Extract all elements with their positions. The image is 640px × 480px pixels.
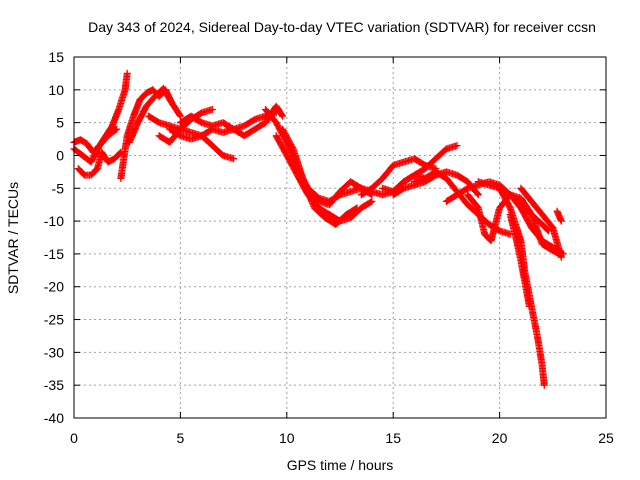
series-track-2	[74, 148, 125, 179]
series-track-8	[166, 125, 238, 163]
x-tick-label: 25	[598, 430, 614, 446]
y-tick-label: -15	[44, 246, 64, 262]
data-points	[117, 86, 176, 182]
series-track-23	[517, 184, 565, 261]
y-tick-label: 10	[48, 82, 64, 98]
plot-frame	[73, 56, 607, 419]
y-tick-label: -40	[44, 410, 64, 426]
series-track-24	[553, 207, 565, 225]
series-track-5	[125, 85, 184, 146]
chart-title: Day 343 of 2024, Sidereal Day-to-day VTE…	[88, 19, 596, 35]
y-tick-label: 0	[56, 147, 64, 163]
data-points	[506, 211, 533, 310]
y-tick-label: -5	[52, 180, 65, 196]
series-track-4	[117, 86, 176, 182]
y-tick-label: -20	[44, 279, 64, 295]
data-points	[166, 125, 238, 163]
series-track-15	[379, 142, 461, 196]
data-points	[74, 148, 125, 179]
x-tick-label: 15	[385, 430, 401, 446]
y-axis-label: SDTVAR / TECUs	[5, 182, 21, 294]
grid	[74, 57, 606, 418]
x-axis-label: GPS time / hours	[287, 457, 394, 473]
data-points	[553, 207, 565, 225]
y-axis: 15 10 5 0 -5 -10 -15 -20 -25 -30 -35 -40	[44, 49, 606, 426]
y-tick-label: -30	[44, 344, 64, 360]
y-tick-label: -25	[44, 312, 64, 328]
series-track-12	[279, 125, 361, 228]
plot-area	[70, 69, 567, 389]
x-tick-label: 10	[279, 430, 295, 446]
y-tick-label: -10	[44, 213, 64, 229]
data-points	[379, 142, 461, 196]
data-points	[176, 102, 286, 140]
y-tick-label: -35	[44, 377, 64, 393]
data-points	[125, 85, 184, 146]
y-tick-label: 5	[56, 115, 64, 131]
x-tick-label: 0	[70, 430, 78, 446]
x-tick-label: 5	[177, 430, 185, 446]
x-tick-label: 20	[492, 430, 508, 446]
series-track-9	[176, 102, 286, 140]
data-points	[279, 125, 361, 228]
x-axis: 0 5 10 15 20 25	[70, 57, 614, 446]
y-tick-label: 15	[48, 49, 64, 65]
series-track-22	[506, 211, 533, 310]
data-points	[517, 184, 565, 261]
